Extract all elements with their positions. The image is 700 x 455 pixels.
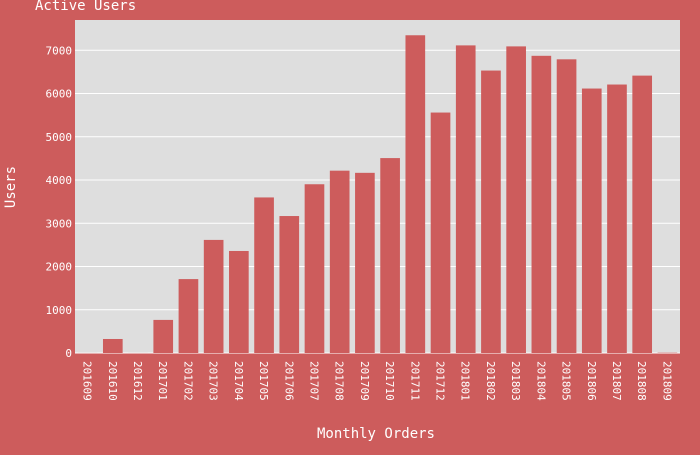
bar	[632, 76, 652, 353]
x-tick-label: 201803	[509, 361, 522, 401]
x-tick-label: 201707	[307, 361, 320, 401]
y-tick-label: 3000	[46, 217, 73, 230]
x-tick-label: 201701	[156, 361, 169, 401]
x-tick-label: 201802	[484, 361, 497, 401]
x-tick-label: 201705	[257, 361, 270, 401]
y-axis-label: Users	[3, 166, 19, 208]
x-tick-label: 201808	[635, 361, 648, 401]
x-tick-label: 201704	[232, 361, 245, 401]
x-tick-label: 201610	[106, 361, 119, 401]
x-tick-labels: 201609 201610 201612 201701 201702 201703 2017…	[81, 361, 674, 401]
y-tick-label: 2000	[46, 261, 73, 274]
bar	[607, 85, 627, 353]
bar	[254, 197, 274, 353]
bar	[330, 171, 350, 353]
x-tick-label: 201711	[408, 361, 421, 401]
y-tick-label: 1000	[46, 304, 73, 317]
y-tick-label: 6000	[46, 88, 73, 101]
bar	[431, 113, 451, 353]
bar	[532, 56, 552, 353]
y-tick-labels: 0 1000 2000 3000 4000 5000 6000 7000	[46, 44, 73, 360]
bar	[179, 279, 199, 353]
bar	[305, 184, 325, 353]
x-tick-label: 201806	[585, 361, 598, 401]
y-tick-label: 0	[65, 347, 72, 360]
x-tick-label: 201709	[358, 361, 371, 401]
x-tick-label: 201801	[459, 361, 472, 401]
x-tick-label: 201612	[131, 361, 144, 401]
x-tick-label: 201710	[383, 361, 396, 401]
y-tick-label: 7000	[46, 44, 73, 57]
x-tick-label: 201703	[207, 361, 220, 401]
bar	[582, 89, 602, 353]
bar	[229, 251, 249, 353]
bar	[279, 216, 299, 353]
y-tick-label: 4000	[46, 174, 73, 187]
x-tick-label: 201708	[333, 361, 346, 401]
x-tick-label: 201807	[610, 361, 623, 401]
bar	[506, 46, 526, 353]
x-tick-label: 201805	[560, 361, 573, 401]
x-tick-label: 201804	[534, 361, 547, 401]
bar	[481, 71, 501, 353]
bar	[380, 158, 400, 353]
x-tick-label: 201809	[660, 361, 673, 401]
bar	[153, 320, 173, 353]
bar	[405, 35, 425, 353]
x-axis-label: Monthly Orders	[317, 426, 435, 442]
x-tick-label: 201706	[282, 361, 295, 401]
chart-title: Active Users	[35, 0, 136, 14]
bar	[557, 59, 577, 353]
y-tick-label: 5000	[46, 131, 73, 144]
x-tick-label: 201702	[181, 361, 194, 401]
bar	[103, 339, 123, 353]
bar	[204, 240, 224, 353]
bar	[456, 45, 476, 353]
x-tick-label: 201712	[434, 361, 447, 401]
x-tick-label: 201609	[81, 361, 94, 401]
bar	[355, 173, 375, 353]
